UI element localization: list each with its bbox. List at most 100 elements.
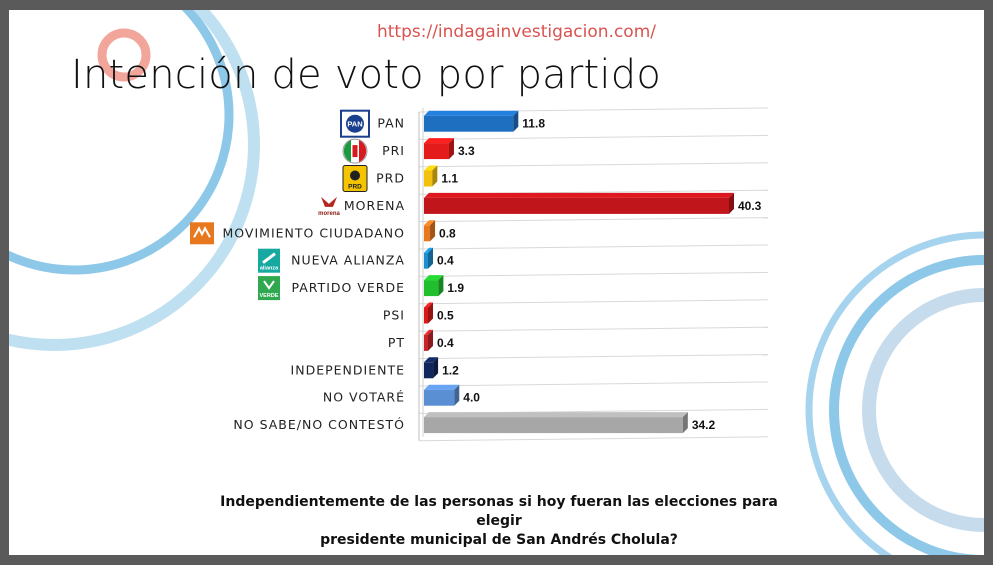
gridline (418, 381, 769, 387)
category-label: MOVIMIENTO CIUDADANO (223, 225, 405, 240)
page-title: Intención de voto por partido (71, 52, 661, 98)
bar-pan (424, 110, 519, 132)
gridline (418, 436, 769, 442)
bar-top (424, 138, 454, 144)
category-label: NUEVA ALIANZA (291, 253, 405, 268)
bar-front (424, 334, 428, 351)
survey-question: Independientemente de las personas si ho… (209, 493, 789, 550)
value-label: 3.3 (458, 144, 475, 158)
value-label: 40.3 (738, 199, 762, 213)
value-label: 4.0 (463, 391, 480, 405)
gridline (418, 271, 769, 277)
bar-side (428, 302, 433, 324)
gridline (418, 299, 769, 305)
slide: https://indagainvestigacion.com/ Intenci… (9, 10, 984, 555)
category-label: INDEPENDIENTE (291, 362, 405, 377)
bar-partido-verde (424, 275, 444, 297)
bar-front (424, 280, 439, 297)
bar-top (424, 302, 433, 308)
chart-axis (418, 108, 424, 441)
bar-independiente (424, 357, 439, 379)
bar-pt (424, 329, 433, 351)
chart-value-labels: 11.8 3.31.1 40.3 0.8 0.4 1.9 0.5 0.4 1.2 4.0 34.2 (437, 117, 762, 432)
morena-logo-text: morena (318, 211, 340, 217)
bar-front (424, 417, 683, 434)
bar-movimiento-ciudadano (424, 220, 436, 242)
decorative-arcs (9, 10, 984, 555)
bar-top (424, 384, 460, 390)
category-label: PRD (376, 171, 405, 186)
gridline (418, 162, 769, 168)
value-label: 34.2 (692, 418, 716, 432)
bar-nueva-alianza (424, 247, 433, 269)
bar-side (428, 247, 433, 269)
category-label: MORENA (344, 198, 405, 213)
category-label: NO SABE/NO CONTESTÓ (233, 417, 405, 432)
value-label: 1.2 (442, 363, 459, 377)
bar-top (424, 329, 433, 335)
movimiento-ciudadano-logo (190, 222, 214, 245)
prd-logo: PRD (342, 165, 368, 192)
gridline (418, 244, 769, 250)
value-label: 1.9 (447, 281, 464, 295)
nueva-alianza-logo-text: alianza (260, 266, 279, 272)
value-label: 0.4 (437, 254, 454, 268)
bar-no-sabe-no-contest- (424, 412, 688, 434)
nueva-alianza-logo: alianza (258, 248, 280, 273)
party-logos: PAN PRD morena alianza VERDE (190, 109, 370, 301)
bar-front (424, 252, 428, 269)
bar-top (424, 275, 444, 281)
bar-top (424, 357, 439, 363)
partido-verde-logo-text: VERDE (260, 293, 279, 299)
question-line-2: presidente municipal de San Andrés Cholu… (320, 532, 678, 548)
value-label: 0.5 (437, 309, 454, 323)
bar-no-votar- (424, 384, 460, 406)
bar-side (438, 275, 444, 297)
category-label: PRI (382, 143, 405, 158)
gridline (418, 134, 769, 140)
bar-front (424, 115, 514, 132)
bar-top (424, 192, 734, 198)
bar-front (424, 143, 449, 160)
bar-side (729, 192, 734, 214)
bar-front (424, 170, 433, 187)
bar-top (424, 247, 433, 253)
category-label: PAN (377, 116, 405, 131)
bar-top (424, 220, 436, 226)
bar-side (430, 220, 436, 242)
chart-bars (424, 110, 734, 434)
category-label: PSI (383, 308, 405, 323)
question-line-1: Independientemente de las personas si ho… (220, 494, 778, 529)
bar-side (682, 412, 688, 434)
prd-logo-text: PRD (348, 184, 362, 191)
bar-psi (424, 302, 433, 324)
bar-pri (424, 138, 454, 160)
gridline (418, 354, 769, 360)
pri-logo (342, 138, 368, 164)
bar-side (513, 110, 519, 132)
chart-gridlines (418, 107, 769, 442)
partido-verde-logo: VERDE (258, 276, 280, 301)
bar-side (448, 138, 454, 160)
chart-category-labels: PAN PRI PRD MORENA MOVIMIENTO CIUDADANO NUEVA… (223, 116, 405, 432)
category-label: PT (388, 335, 405, 350)
bar-side (433, 357, 439, 379)
bar-morena (424, 192, 734, 214)
source-url: https://indagainvestigacion.com/ (376, 22, 656, 42)
gridline (418, 326, 769, 332)
pan-logo-text: PAN (347, 120, 362, 129)
pan-logo: PAN (340, 109, 370, 138)
bar-prd (424, 165, 438, 187)
bar-front (424, 307, 428, 324)
category-label: NO VOTARÉ (323, 390, 405, 405)
bar-front (424, 225, 431, 242)
value-label: 1.1 (441, 172, 458, 186)
value-label: 0.8 (439, 226, 456, 240)
bar-top (424, 165, 438, 171)
bar-side (428, 329, 433, 351)
gridline (418, 217, 769, 223)
bar-side (432, 165, 438, 187)
morena-logo: morena (318, 196, 340, 217)
bar-top (424, 110, 519, 116)
value-label: 11.8 (522, 117, 545, 131)
